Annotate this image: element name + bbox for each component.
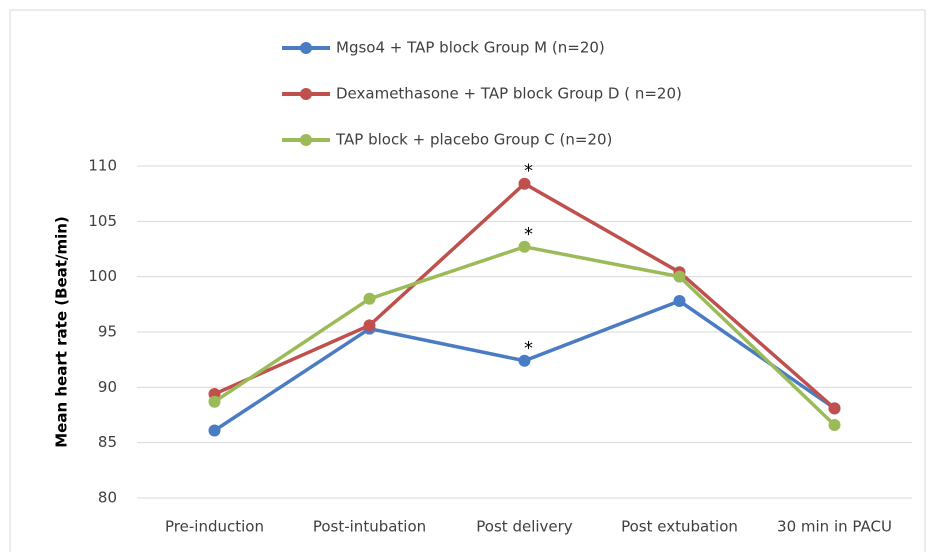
annotation: * [524, 161, 533, 182]
x-tick-label: 30 min in PACU [777, 518, 892, 536]
annotation: * [524, 338, 533, 359]
point [518, 354, 531, 367]
x-tick-label: Post extubation [621, 518, 738, 536]
x-tick-label: Post-intubation [313, 518, 426, 536]
x-tick-label: Post delivery [476, 518, 573, 536]
legend-marker [300, 88, 312, 100]
legend-marker [300, 42, 312, 54]
y-tick-label: 100 [88, 267, 117, 285]
legend-label: Mgso4 + TAP block Group M (n=20) [336, 39, 605, 57]
series-line [213, 244, 836, 427]
y-tick-label: 110 [88, 157, 117, 175]
y-tick-label: 95 [98, 323, 117, 341]
point [518, 240, 531, 253]
point [518, 177, 531, 190]
series-line [213, 181, 836, 410]
y-tick-label: 80 [98, 489, 117, 507]
legend-marker [300, 134, 312, 146]
y-axis-label: Mean heart rate (Beat/min) [53, 216, 71, 448]
point [208, 424, 221, 437]
point [673, 295, 686, 308]
point [208, 395, 221, 408]
y-tick-label: 90 [98, 378, 117, 396]
legend-label: TAP block + placebo Group C (n=20) [335, 131, 612, 149]
legend-label: Dexamethasone + TAP block Group D ( n=20… [336, 85, 682, 103]
point [363, 292, 376, 305]
chart-border [9, 9, 926, 552]
point [828, 402, 841, 415]
annotation: * [524, 224, 533, 245]
point [673, 270, 686, 283]
point [828, 418, 841, 431]
y-tick-label: 85 [98, 433, 117, 451]
x-tick-label: Pre-induction [165, 518, 264, 536]
y-tick-label: 105 [88, 212, 117, 230]
point [363, 319, 376, 332]
